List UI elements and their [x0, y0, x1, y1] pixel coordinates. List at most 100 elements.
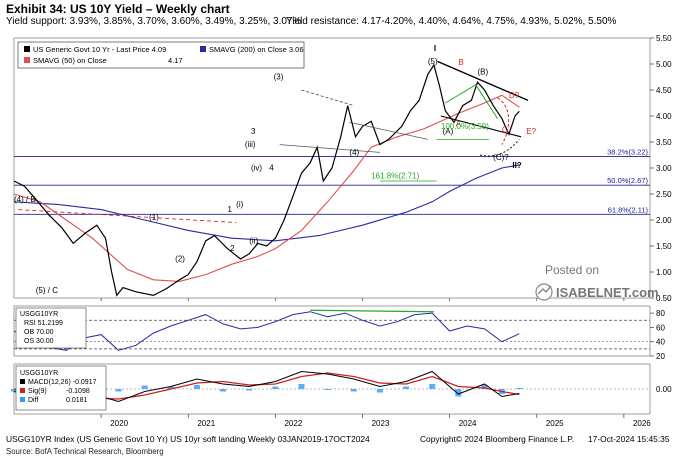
rsi-tick-label: 60	[656, 323, 665, 332]
fib-level-label: 50.0%(2.67)	[607, 176, 648, 185]
main-price-panel: 5.50 5.00 4.50 4.00 3.50 3.00 2.50 2.00 1.50 1.00…	[13, 34, 672, 303]
rsi-legend-title: USGG10YR	[20, 311, 58, 318]
rsi-panel: 80 60 40 20 USGG10YR RSI 51.2199 OB 70.00 OS 30…	[13, 305, 665, 361]
macd-legend-diff: Diff	[28, 397, 38, 404]
sig-legend-swatch	[20, 388, 25, 393]
green-wave-line	[445, 84, 498, 119]
yield-support-text: Yield support: 3.93%, 3.85%, 3.70%, 3.60…	[6, 16, 302, 27]
macd-diff-bar	[429, 384, 436, 389]
legend-sma200-label: SMAVG (200) on Close 3.06	[209, 45, 304, 54]
rsi-tick-label: 40	[656, 338, 665, 347]
time-axis: 2020 2021 2022 2023 2024 2025 2026	[100, 298, 651, 428]
legend-price-label: US Generic Govt 10 Yr - Last Price 4.09	[33, 45, 166, 54]
rsi-legend: USGG10YR RSI 51.2199 OB 70.00 OS 30.00	[15, 307, 87, 349]
macd-diff-bar	[403, 386, 410, 389]
footer-copyright: Copyright© 2024 Bloomberg Finance L.P.	[420, 434, 575, 444]
x-tick-label: 2020	[110, 419, 128, 428]
macd-diff-bar	[481, 385, 488, 389]
macd-legend-sig: Sig(9)	[28, 388, 47, 395]
macd-panel: 0.00 USGG10YR MACD(12,26) -0.0917 Sig(9) -0.…	[11, 363, 672, 415]
macd-legend-title: USGG10YR	[20, 370, 58, 377]
black-forecast-path	[480, 139, 520, 157]
y-tick-label: 0.50	[656, 294, 672, 303]
diff-legend-swatch	[20, 397, 25, 402]
macd-legend-diff-value: 0.0181	[66, 397, 88, 404]
macd-diff-bar	[246, 389, 253, 391]
macd-diff-bar	[220, 389, 227, 392]
wave-annotation: B	[458, 58, 463, 67]
macd-diff-bar	[193, 385, 200, 389]
y-tick-label: 4.00	[656, 112, 672, 121]
wave-annotation: II?	[512, 161, 521, 170]
macd-legend-swatch	[20, 379, 25, 384]
y-tick-label: 3.50	[656, 138, 672, 147]
wave-annotation: 3	[251, 127, 256, 136]
legend-price-swatch	[24, 46, 30, 52]
rsi-legend-os: OS 30.00	[24, 338, 54, 345]
wave-annotation: (iii)	[245, 140, 256, 149]
wave-annotation: C	[502, 126, 508, 135]
macd-diff-bar	[516, 388, 523, 389]
watermark: Posted on ISABELNET.com	[535, 263, 659, 301]
legend-sma50-swatch	[24, 57, 30, 63]
wave-annotation: (4)	[349, 148, 359, 157]
wave-annotation: (2)	[175, 255, 185, 264]
macd-diff-bar	[167, 386, 174, 389]
wave-annotation: 2	[230, 244, 235, 253]
resistance-trendline	[437, 60, 529, 102]
red-dashed-line	[18, 209, 237, 224]
wave-iii-trendline	[279, 144, 380, 153]
wave-annotation: E?	[526, 127, 536, 136]
footer-description: USGG10YR Index (US Generic Govt 10 Yr) U…	[6, 434, 370, 444]
legend-sma200-swatch	[200, 46, 206, 52]
y-tick-label: 2.50	[656, 190, 672, 199]
wave-annotation: (i)	[236, 200, 243, 209]
macd-diff-bar	[11, 389, 17, 392]
wave-annotation: A	[456, 119, 462, 128]
rsi-line	[13, 311, 520, 351]
wave-annotation: 100.0%(3.50)	[441, 122, 489, 131]
x-tick-label: 2022	[284, 419, 302, 428]
footer-timestamp: 17-Oct-2024 15:45:35	[588, 434, 670, 444]
legend-sma50-label: SMAVG (50) on Close	[33, 56, 107, 65]
wave-annotation: D?	[509, 91, 520, 100]
macd-diff-bar	[141, 385, 148, 389]
macd-legend: USGG10YR MACD(12,26) -0.0917 Sig(9) -0.1098…	[15, 365, 107, 411]
wave-annotation: (ii)	[249, 236, 258, 245]
macd-legend-macd: MACD(12,26) -0.0917	[28, 379, 97, 386]
x-tick-label: 2023	[372, 419, 390, 428]
x-tick-label: 2024	[459, 419, 477, 428]
watermark-logo-mark	[537, 285, 552, 295]
legend-box	[17, 41, 305, 69]
rsi-legend-ob: OB 70.00	[24, 329, 54, 336]
rsi-divergence-line	[310, 309, 434, 313]
y-tick-label: 1.00	[656, 268, 672, 277]
macd-diff-bar	[376, 389, 383, 393]
rsi-legend-rsi: RSI 51.2199	[24, 320, 63, 327]
rsi-frame	[13, 305, 651, 357]
wave-annotation: (C)?	[493, 153, 509, 162]
macd-tick-label: 0.00	[656, 385, 672, 394]
y-tick-label: 4.50	[656, 86, 672, 95]
rsi-tick-label: 20	[656, 352, 665, 361]
wave-annotation: (5)	[428, 57, 438, 66]
legend-sma50-value: 4.17	[168, 56, 183, 65]
red-forecast-path	[497, 97, 510, 145]
watermark-logo-icon	[535, 283, 553, 301]
wave-annotation: (A)	[443, 127, 454, 136]
wave-annotation: (B)	[477, 67, 488, 76]
y-tick-label: 1.50	[656, 242, 672, 251]
macd-diff-bar	[115, 389, 122, 392]
watermark-line1: Posted on	[545, 263, 599, 277]
x-tick-label: 2021	[197, 419, 215, 428]
dashed-channel-line	[301, 89, 354, 106]
support-trendline	[440, 115, 522, 138]
macd-legend-sig-value: -0.1098	[66, 388, 90, 395]
wave-annotation: (4) / B	[14, 195, 36, 204]
yield-resistance-text: Yield resistance: 4.17-4.20%, 4.40%, 4.6…	[286, 16, 617, 27]
wave-annotation: 1	[227, 205, 232, 214]
fib-level-label: 38.2%(3.22)	[607, 148, 648, 157]
x-tick-label: 2025	[546, 419, 564, 428]
x-tick-label: 2026	[633, 419, 651, 428]
